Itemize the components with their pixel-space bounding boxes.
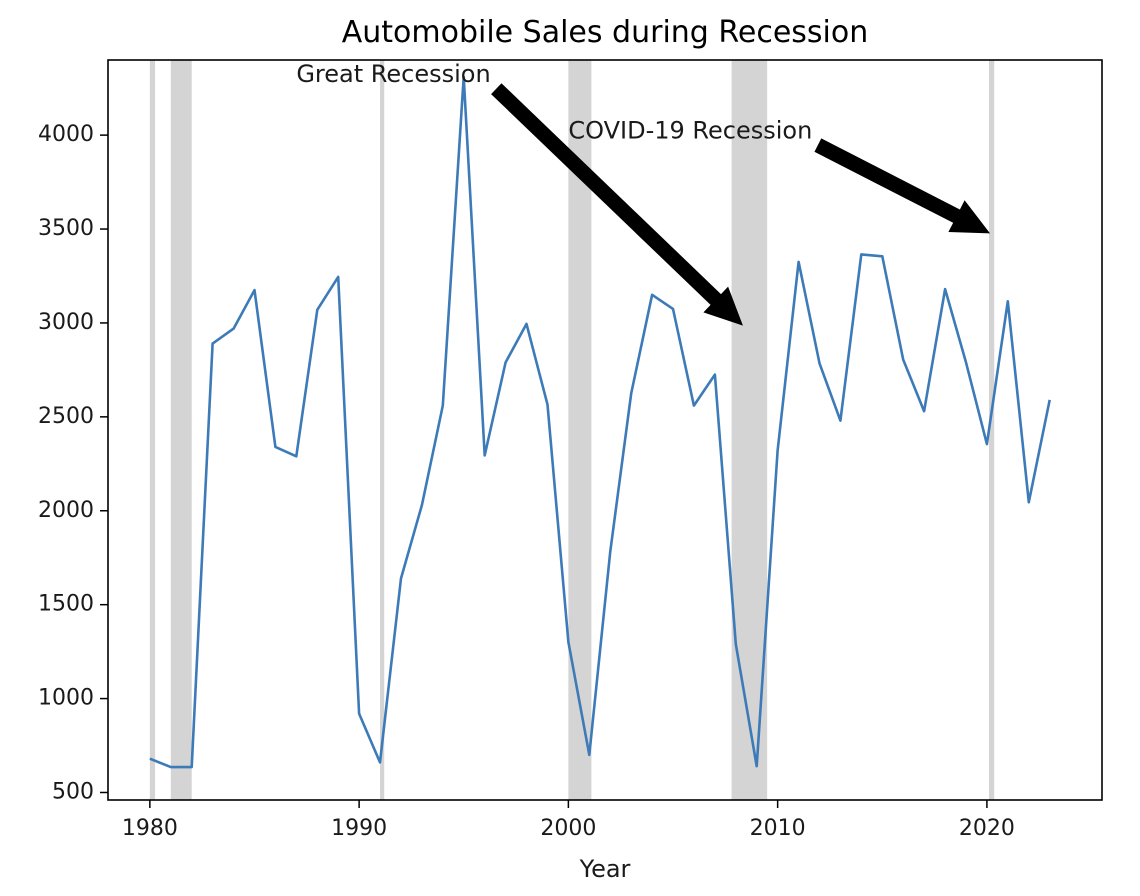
x-tick-label-1990: 1990 xyxy=(331,816,387,841)
recession-band-0 xyxy=(149,60,156,800)
y-tick-label-3000: 3000 xyxy=(38,310,94,335)
x-tick-label-2000: 2000 xyxy=(540,816,596,841)
plot-line-group xyxy=(149,75,1051,769)
x-tick-label-2020: 2020 xyxy=(959,816,1015,841)
y-tick-label-500: 500 xyxy=(52,779,94,804)
annotation-text-1: COVID-19 Recession xyxy=(568,116,812,144)
annotation-text-0: Great Recession xyxy=(296,60,490,88)
recession-band-1 xyxy=(170,60,192,800)
recession-band-2 xyxy=(380,60,385,800)
chart-title: Automobile Sales during Recession xyxy=(342,15,869,50)
x-tick-label-2010: 2010 xyxy=(750,816,806,841)
x-tick-label-1980: 1980 xyxy=(122,816,178,841)
x-axis: 1980 1990 2000 2010 2020 xyxy=(122,800,1015,841)
x-axis-label: Year xyxy=(579,855,631,883)
recession-band-4 xyxy=(731,60,768,800)
y-axis: 500 1000 1500 2000 2500 3000 3500 4000 xyxy=(38,122,108,804)
annotation-arrow-0 xyxy=(491,83,743,326)
y-tick-label-2000: 2000 xyxy=(38,498,94,523)
recession-shading xyxy=(149,60,995,800)
annotation-arrow-1 xyxy=(814,138,991,234)
sales-line xyxy=(149,75,1051,769)
y-tick-label-3500: 3500 xyxy=(38,216,94,241)
annotation-group: Great Recession COVID-19 Recession xyxy=(296,60,991,326)
recession-band-3 xyxy=(568,60,592,800)
recession-band-5 xyxy=(988,60,995,800)
y-tick-label-4000: 4000 xyxy=(38,122,94,147)
plot-frame xyxy=(107,59,1103,801)
y-tick-label-2500: 2500 xyxy=(38,404,94,429)
y-tick-label-1500: 1500 xyxy=(38,592,94,617)
y-tick-label-1000: 1000 xyxy=(38,686,94,711)
